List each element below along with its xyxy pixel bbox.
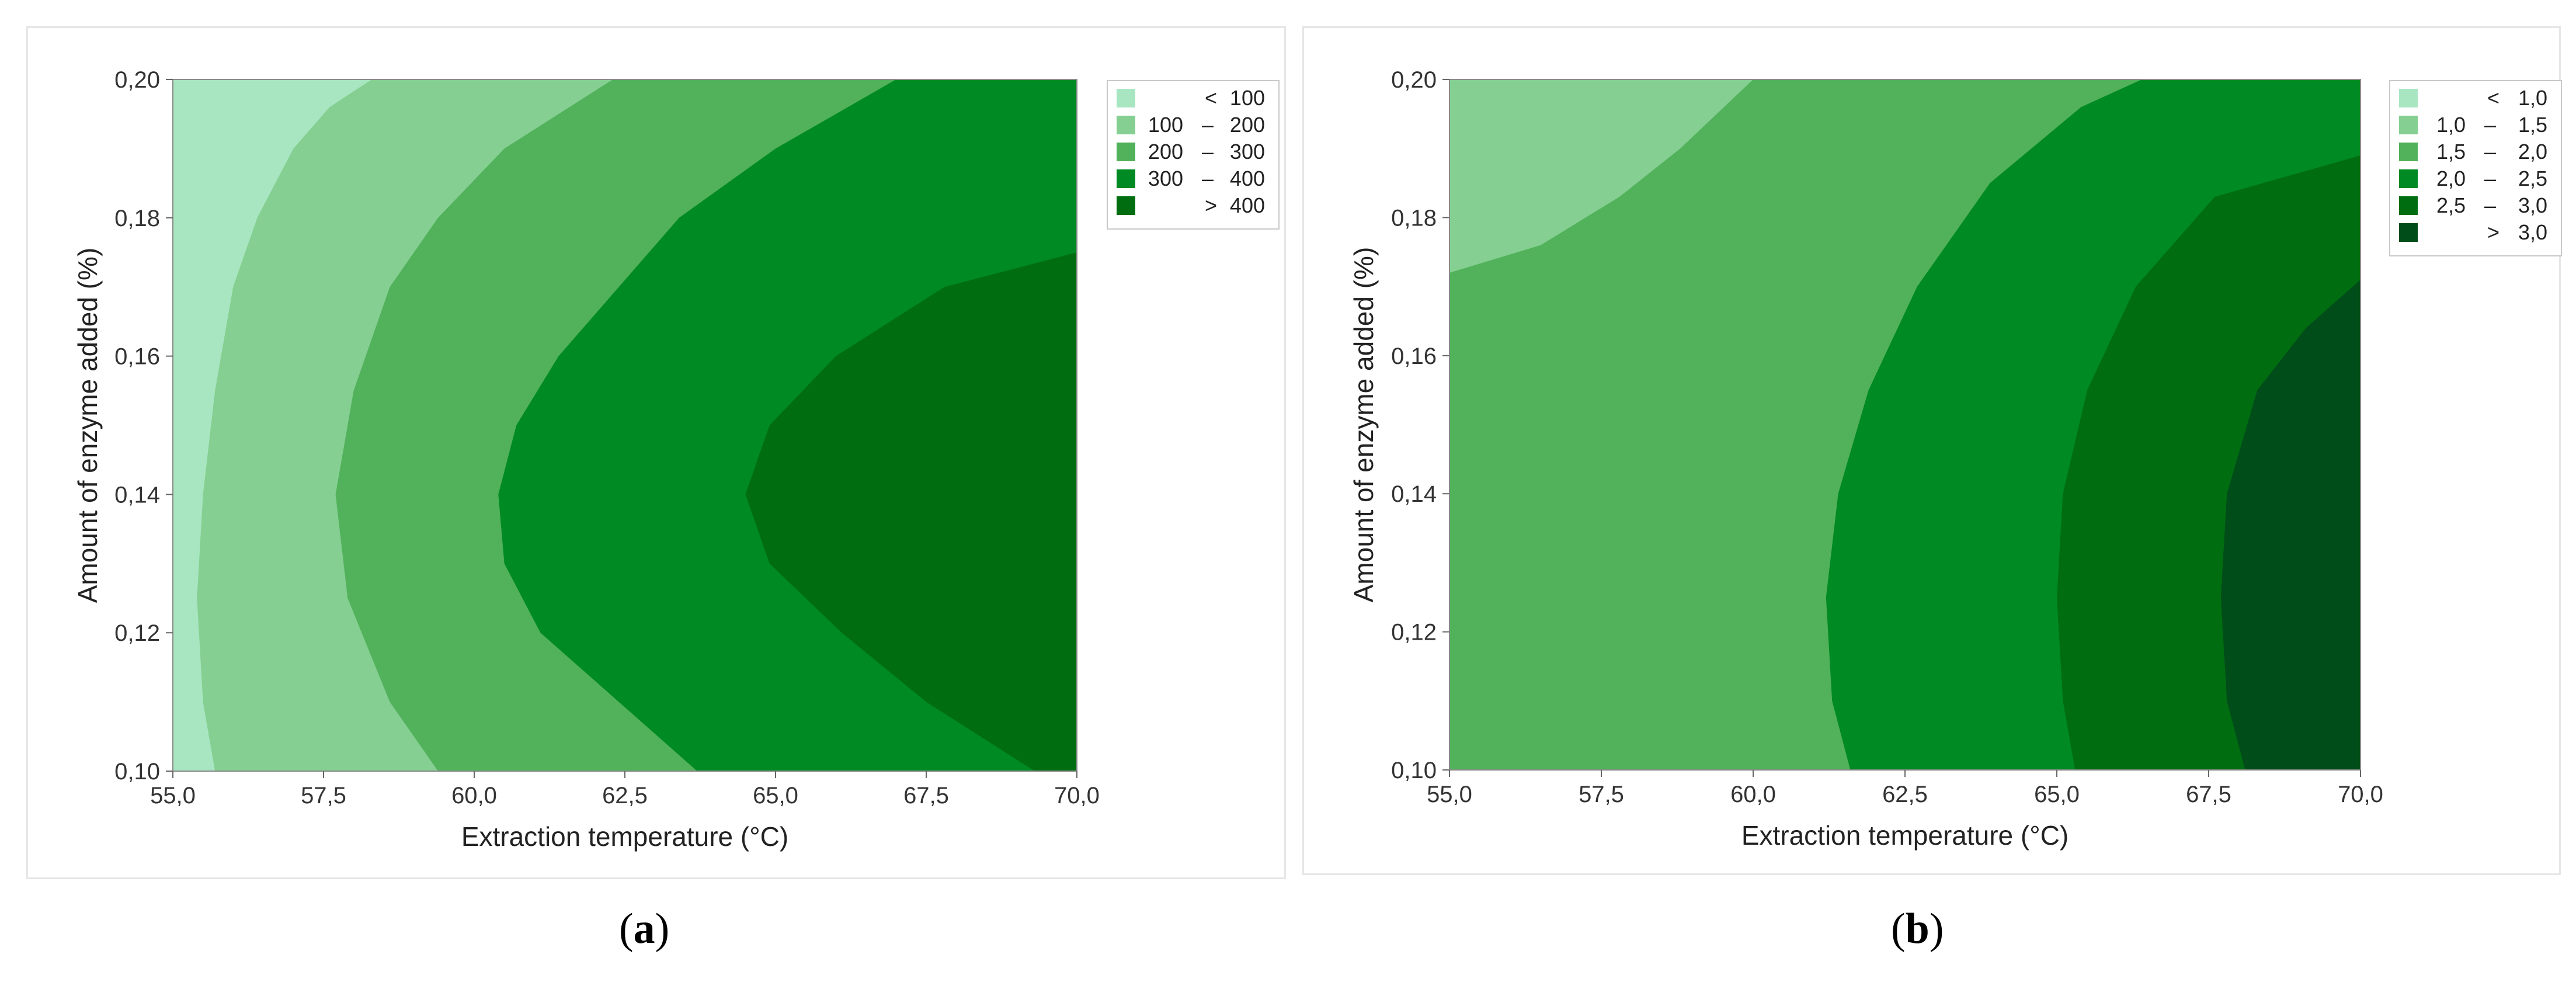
legend-high: 400	[1230, 166, 1265, 190]
x-tick-label: 70,0	[2338, 782, 2383, 807]
y-tick-label: 0,10	[114, 759, 160, 785]
legend-operator: <	[1205, 86, 1217, 110]
x-tick-label: 65,0	[2034, 782, 2080, 807]
y-tick-label: 0,20	[1391, 67, 1437, 93]
legend-low: 2,5	[2436, 193, 2466, 217]
legend-dash: –	[1202, 140, 1214, 164]
legend-swatch	[1117, 169, 1135, 188]
legend-swatch	[2399, 116, 2418, 134]
legend-box	[2389, 80, 2562, 256]
legend-high: 3,0	[2518, 220, 2547, 244]
legend: <1,01,0–1,51,5–2,02,0–2,52,5–3,0> 3,0	[2389, 80, 2562, 256]
legend-swatch	[2399, 223, 2418, 242]
legend-swatch	[2399, 196, 2418, 215]
legend-low: 2,0	[2436, 166, 2466, 190]
contour-chart-b: 55,0 57,5 60,0 62,5 65,0 67,5 70,0 0,10 0,12 0,14…	[1302, 26, 2562, 875]
caption-a: (a)	[619, 905, 670, 953]
contour-plot-a: 55,0 57,5 60,0 62,5 65,0 67,5 70,0 0,10 0,12 0,14…	[72, 67, 1280, 852]
y-tick-label: 0,16	[114, 344, 160, 370]
legend-low: 200	[1148, 140, 1183, 164]
contour-region-3-0	[2220, 279, 2361, 770]
legend-operator: >	[1205, 193, 1217, 217]
x-tick-label: 67,5	[903, 783, 949, 808]
x-tick-label: 60,0	[451, 783, 497, 808]
legend-swatch	[1117, 89, 1135, 107]
legend-swatch	[2399, 89, 2418, 107]
y-tick-label: 0,16	[1391, 343, 1437, 369]
x-tick-label: 60,0	[1730, 782, 1776, 807]
y-tick-label: 0,12	[114, 620, 160, 646]
legend-high: 300	[1230, 140, 1265, 164]
legend-high: 2,5	[2518, 166, 2547, 190]
legend-box	[1107, 80, 1280, 230]
legend-dash: –	[2484, 193, 2496, 217]
legend-operator: >	[2487, 220, 2499, 244]
y-tick-label: 0,14	[114, 482, 160, 508]
legend-high: 1,0	[2518, 86, 2547, 110]
legend-high: 2,0	[2518, 140, 2547, 164]
legend-dash: –	[2484, 113, 2496, 137]
legend-low: 1,5	[2436, 140, 2466, 164]
x-tick-label: 70,0	[1054, 783, 1100, 808]
y-tick-label: 0,18	[1391, 205, 1437, 231]
legend-low: 300	[1148, 166, 1183, 190]
contour-region-400	[745, 79, 1077, 771]
x-axis-label: Extraction temperature (°C)	[461, 821, 788, 852]
x-tick-label: 65,0	[753, 783, 798, 808]
legend-dash: –	[1202, 166, 1214, 190]
legend-dash: –	[2484, 166, 2496, 190]
contour-plot-b: 55,0 57,5 60,0 62,5 65,0 67,5 70,0 0,10 0,12 0,14…	[1348, 67, 2562, 851]
y-axis-label: Amount of enzyme added (%)	[1348, 247, 1379, 603]
legend-high: 100	[1230, 86, 1265, 110]
legend-swatch	[1117, 196, 1135, 215]
legend-high: 3,0	[2518, 193, 2547, 217]
y-tick-label: 0,10	[1391, 758, 1437, 783]
legend-high: 400	[1230, 193, 1265, 217]
legend-high: 1,5	[2518, 113, 2547, 137]
legend-swatch	[2399, 169, 2418, 188]
y-axis-label: Amount of enzyme added (%)	[72, 248, 103, 603]
contour-region-1-0	[1449, 79, 1753, 273]
x-tick-label: 62,5	[602, 783, 648, 808]
y-tick-label: 0,18	[114, 206, 160, 231]
x-tick-label: 57,5	[1579, 782, 1624, 807]
y-tick-label: 0,20	[114, 67, 160, 93]
x-axis-label: Extraction temperature (°C)	[1741, 820, 2069, 851]
x-tick-label: 57,5	[301, 783, 346, 808]
legend-low: 100	[1148, 113, 1183, 137]
legend-dash: –	[1202, 113, 1214, 137]
x-tick-label: 55,0	[150, 783, 196, 808]
legend-swatch	[1117, 116, 1135, 134]
x-tick-label: 55,0	[1427, 782, 1472, 807]
y-tick-label: 0,14	[1391, 481, 1437, 507]
contour-chart-a: 55,0 57,5 60,0 62,5 65,0 67,5 70,0 0,10 0,12 0,14…	[26, 26, 1286, 879]
y-tick-label: 0,12	[1391, 620, 1437, 646]
legend-swatch	[2399, 143, 2418, 161]
x-tick-label: 62,5	[1882, 782, 1928, 807]
legend-operator: <	[2487, 86, 2499, 110]
legend-low: 1,0	[2436, 113, 2466, 137]
x-tick-label: 67,5	[2186, 782, 2231, 807]
legend-swatch	[1117, 143, 1135, 161]
legend-high: 200	[1230, 113, 1265, 137]
caption-b: (b)	[1891, 905, 1944, 953]
legend-dash: –	[2484, 140, 2496, 164]
